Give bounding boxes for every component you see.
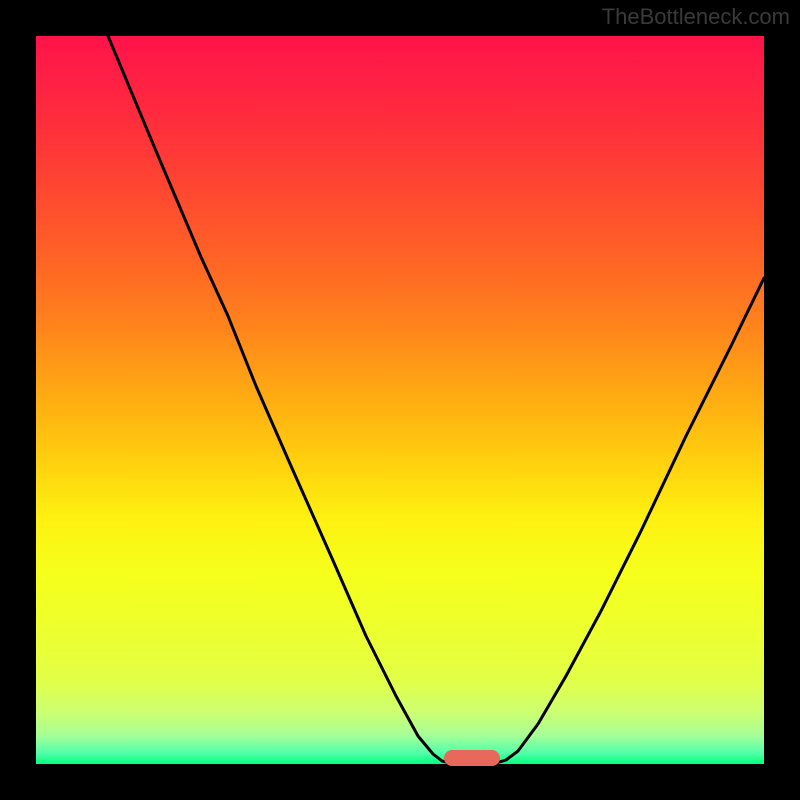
watermark-text: TheBottleneck.com <box>602 4 790 30</box>
optimal-marker <box>444 750 500 766</box>
bottleneck-chart <box>0 0 800 800</box>
chart-container: TheBottleneck.com <box>0 0 800 800</box>
plot-background <box>36 36 764 764</box>
